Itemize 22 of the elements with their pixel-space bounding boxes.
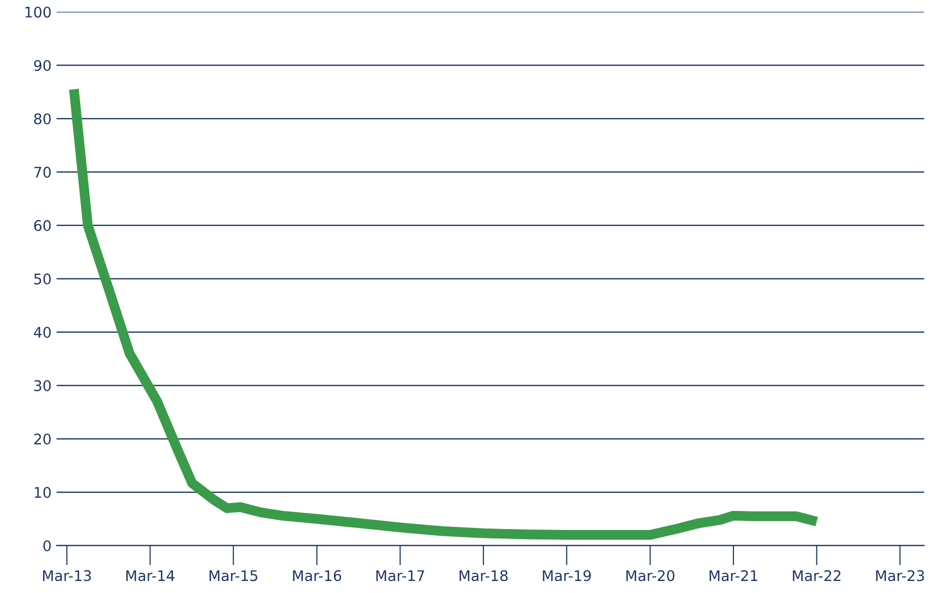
x-tick-label: Mar-17 <box>376 570 424 582</box>
y-tick-label: 90 <box>34 60 51 71</box>
y-tick-label: 100 <box>25 6 51 18</box>
x-tick-label: Mar-16 <box>293 570 342 582</box>
x-tick-label: Mar-15 <box>210 570 258 582</box>
y-tick-label: 10 <box>34 486 51 498</box>
y-tick-label: 60 <box>34 220 51 232</box>
y-tick-label: 50 <box>34 273 51 284</box>
y-tick-label: 70 <box>34 166 51 178</box>
x-tick-label: Mar-22 <box>792 570 840 582</box>
y-tick-label: 0 <box>43 540 51 552</box>
x-tick-label: Mar-13 <box>43 570 91 582</box>
x-tick-label: Mar-14 <box>126 570 174 582</box>
y-tick-label: 20 <box>34 434 51 445</box>
y-tick-label: 40 <box>34 326 51 338</box>
y-tick-label: 80 <box>34 113 51 124</box>
x-tick-label: Mar-18 <box>460 570 508 582</box>
x-tick-label: Mar-20 <box>626 570 674 582</box>
x-tick-label: Mar-23 <box>876 570 924 582</box>
y-tick-label: 30 <box>34 380 51 392</box>
x-tick-label: Mar-21 <box>710 570 758 582</box>
x-tick-label: Mar-19 <box>542 570 591 582</box>
